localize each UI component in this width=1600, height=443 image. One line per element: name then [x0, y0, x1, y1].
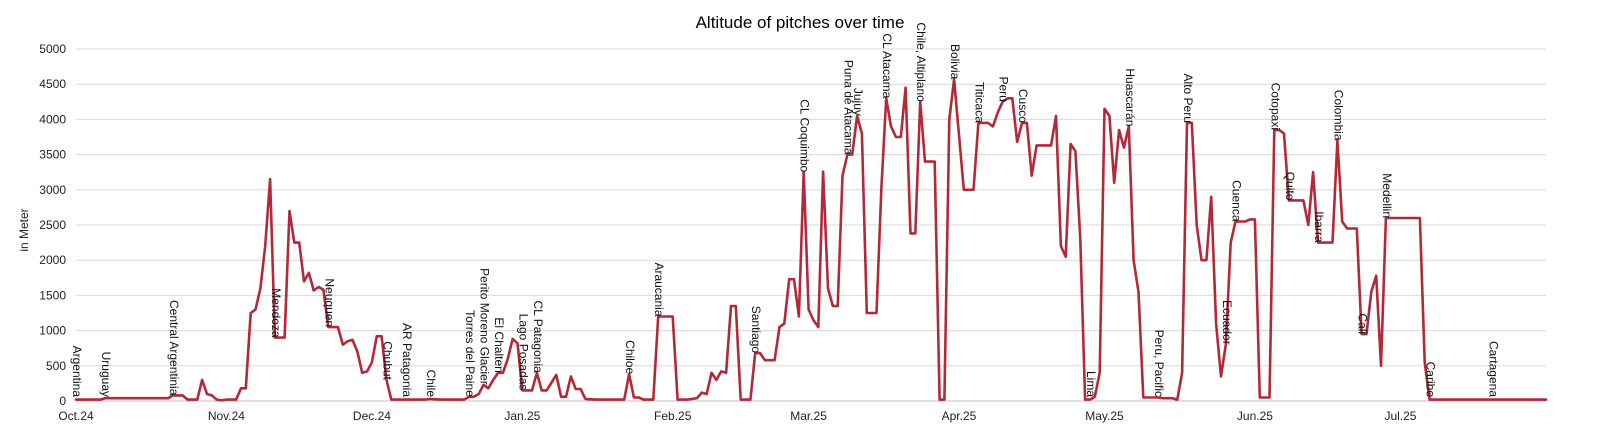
chart-title: Altitude of pitches over time [696, 13, 905, 32]
x-tick-label: Mar.25 [790, 409, 827, 423]
y-axis-label: in Meter [17, 208, 31, 251]
annotation-label: Cotopaxi [1268, 83, 1282, 130]
y-tick-label: 2500 [39, 218, 66, 232]
annotation-label: Cuenca [1230, 180, 1244, 222]
y-tick-label: 2000 [39, 253, 66, 267]
annotation-label: Titicaca [972, 82, 986, 123]
y-tick-label: 500 [46, 359, 66, 373]
annotation-label: AR Patagonia [400, 323, 414, 397]
annotation-label: Santiago [749, 306, 763, 354]
annotation-label: Jujuy [851, 88, 865, 116]
annotation-label: Perito Moreno Glacier [478, 268, 492, 385]
y-tick-label: 3500 [39, 148, 66, 162]
annotation-label: Peru, Pacific [1152, 330, 1166, 397]
annotation-label: Torres del Paine [463, 310, 477, 397]
x-tick-label: Feb.25 [654, 409, 692, 423]
y-tick-label: 1500 [39, 288, 66, 302]
annotation-label: Ecuador [1220, 300, 1234, 345]
annotation-label: Medellin [1380, 173, 1394, 218]
annotation-label: Argentina [70, 346, 84, 398]
x-tick-label: Dec.24 [353, 409, 391, 423]
annotation-label: Cali [1356, 313, 1370, 334]
x-tick-label: Jan.25 [504, 409, 540, 423]
x-tick-label: Jun.25 [1237, 409, 1273, 423]
annotation-label: Cusco [1016, 89, 1030, 123]
annotation-label: Cartagena [1487, 341, 1501, 397]
annotation-label: CL Atacama [880, 33, 894, 98]
x-tick-label: May.25 [1085, 409, 1124, 423]
annotation-label: Ibarra [1312, 211, 1326, 243]
annotation-layer: Argentina Uruguay Central Argentinia Mendoz… [70, 22, 1501, 397]
y-tick-label: 5000 [39, 42, 66, 56]
x-tick-label: Jul.25 [1384, 409, 1416, 423]
annotation-label: Chubut [381, 341, 395, 380]
annotation-label: Mendoza [269, 288, 283, 338]
annotation-label: Neuquen [322, 278, 336, 327]
annotation-label: Alto Peru [1181, 74, 1195, 123]
annotation-label: Peru [997, 76, 1011, 101]
y-tick-label: 4000 [39, 112, 66, 126]
y-tick-label: 3000 [39, 183, 66, 197]
line-layer [74, 78, 1548, 402]
x-tick-label: Apr.25 [942, 409, 977, 423]
axis-layer: 0 500 1000 1500 2000 2500 3000 3500 4000 4500 5000… [39, 42, 1416, 423]
annotation-label: Caribe [1424, 362, 1438, 398]
grid-layer [76, 48, 1546, 402]
annotation-label: Lago Posadas [516, 314, 530, 391]
annotation-label: Uruguay [99, 352, 113, 397]
annotation-label: Huascarán [1123, 68, 1137, 126]
y-tick-label: 0 [59, 394, 66, 408]
annotation-label: Chiloe [623, 340, 637, 374]
annotation-label: Chile [424, 370, 438, 398]
y-tick-label: 1000 [39, 324, 66, 338]
x-tick-label: Nov.24 [208, 409, 245, 423]
annotation-label: El Chalten [492, 317, 506, 372]
altitude-series-line [74, 78, 1548, 402]
y-tick-label: 4500 [39, 77, 66, 91]
annotation-label: Central Argentinia [167, 300, 181, 396]
annotation-label: CL Patagonia [531, 301, 545, 374]
annotation-label: Quito [1283, 172, 1297, 201]
annotation-label: Puna de Atacama [841, 60, 855, 155]
annotation-label: Bolivia [948, 44, 962, 80]
annotation-label: CL Coquimbo [798, 99, 812, 172]
annotation-label: Lima [1084, 371, 1098, 397]
annotation-label: Chile, Altiplano [914, 22, 928, 102]
x-tick-label: Oct.24 [58, 409, 94, 423]
annotation-label: Colombia [1331, 90, 1345, 141]
annotation-label: Araucania [652, 262, 666, 316]
